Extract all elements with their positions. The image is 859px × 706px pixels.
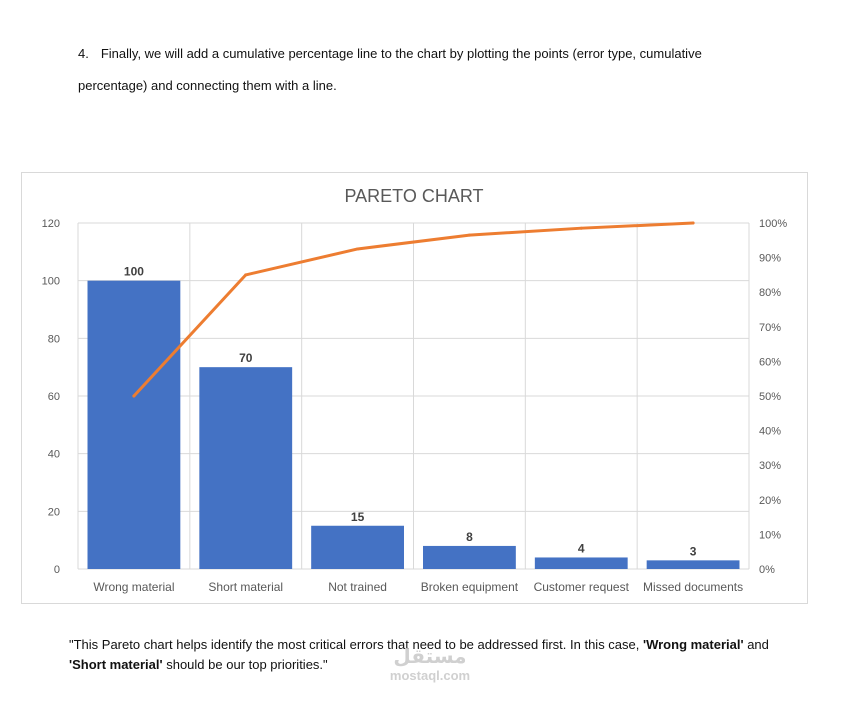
bar-data-label: 3	[690, 544, 697, 558]
x-category-label: Broken equipment	[421, 580, 519, 594]
x-category-label: Not trained	[328, 580, 387, 594]
step-line-2: percentage) and connecting them with a l…	[78, 78, 337, 93]
y-tick-label: 0	[54, 564, 60, 576]
chart-title: PARETO CHART	[344, 186, 483, 206]
cumulative-point	[244, 273, 248, 277]
y2-tick-label: 20%	[759, 495, 781, 507]
y-tick-label: 20	[48, 506, 60, 518]
y2-tick-label: 30%	[759, 460, 781, 472]
y-tick-label: 100	[42, 276, 60, 288]
cumulative-percentage-line	[132, 221, 695, 398]
bar	[423, 545, 516, 569]
chart-cumulative-line	[132, 221, 695, 398]
x-category-label: Missed documents	[643, 580, 743, 594]
caption-bold-1: 'Wrong material'	[643, 637, 744, 652]
cumulative-point	[467, 233, 471, 237]
y2-tick-label: 40%	[759, 426, 781, 438]
watermark: مستقل mostaql.com	[380, 646, 480, 684]
caption-bold-2: 'Short material'	[69, 657, 163, 672]
cumulative-point	[132, 394, 136, 398]
bar-data-label: 70	[239, 351, 253, 365]
bar	[199, 367, 293, 569]
cumulative-point	[691, 221, 695, 225]
bar	[534, 557, 628, 569]
caption-text-2: and	[743, 637, 769, 652]
watermark-text: mostaql.com	[389, 668, 471, 683]
step-text-1: Finally, we will add a cumulative percen…	[100, 46, 702, 61]
y-tick-label: 80	[48, 333, 60, 345]
y2-tick-label: 70%	[759, 322, 781, 334]
chart-gridlines	[77, 222, 750, 570]
bar	[311, 525, 404, 569]
chart-labels: 0 20 40 60 80 100 120 0% 10% 20% 30% 40% 50% 60% 70% 80…	[42, 218, 788, 594]
y2-tick-label: 60%	[759, 356, 781, 368]
y2-tick-label: 90%	[759, 253, 781, 265]
y2-tick-label: 50%	[759, 391, 781, 403]
bar	[87, 280, 181, 569]
x-category-label: Customer request	[534, 580, 630, 594]
cumulative-point	[579, 226, 583, 230]
chart-svg: 0 20 40 60 80 100 120 0% 10% 20% 30% 40% 50% 60% 70% 80…	[42, 186, 788, 594]
caption-text-1: "This Pareto chart helps identify the mo…	[69, 637, 643, 652]
y-tick-label: 60	[48, 391, 60, 403]
step-paragraph: 4. Finally, we will add a cumulative perc…	[78, 38, 798, 102]
bar-data-label: 4	[578, 541, 585, 555]
caption-text-3: should be our top priorities."	[162, 657, 328, 672]
step-line-1: 4. Finally, we will add a cumulative perc…	[78, 38, 798, 70]
y2-tick-label: 80%	[759, 287, 781, 299]
caption: "This Pareto chart helps identify the mo…	[69, 635, 769, 675]
y-tick-label: 40	[48, 449, 60, 461]
y2-tick-label: 100%	[759, 218, 787, 230]
bar-data-label: 15	[351, 510, 365, 524]
bar	[646, 560, 740, 569]
bar-data-label: 100	[124, 265, 144, 279]
chart-bars	[87, 280, 740, 569]
x-category-label: Wrong material	[93, 580, 174, 594]
cumulative-point	[356, 247, 360, 251]
y2-tick-label: 10%	[759, 529, 781, 541]
watermark-logo: مستقل	[393, 646, 467, 668]
bar-data-label: 8	[466, 530, 473, 544]
y2-tick-label: 0%	[759, 564, 775, 576]
y-tick-label: 120	[42, 218, 60, 230]
pareto-chart: 0 20 40 60 80 100 120 0% 10% 20% 30% 40% 50% 60% 70% 80…	[21, 172, 808, 604]
step-number: 4.	[78, 46, 89, 61]
x-category-label: Short material	[208, 580, 283, 594]
